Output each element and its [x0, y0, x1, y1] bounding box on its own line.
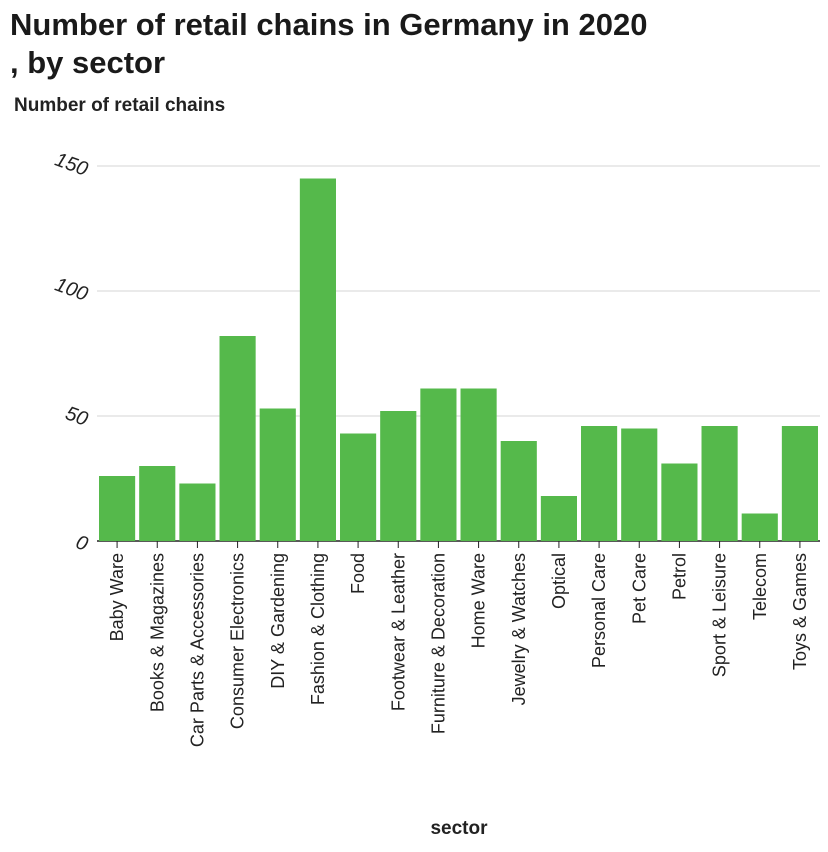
- bars: [99, 178, 818, 541]
- gridlines: [97, 165, 820, 542]
- bar: [701, 426, 738, 541]
- chart-title-line-1: Number of retail chains in Germany in 20…: [10, 7, 648, 42]
- chart-title-line-2: , by sector: [10, 45, 166, 80]
- y-tick-label: 0: [73, 531, 91, 555]
- chart-title: Number of retail chains in Germany in 20…: [10, 6, 810, 82]
- y-tick-labels: 0 50 100 150: [52, 149, 91, 556]
- x-axis-label: sector: [430, 818, 488, 839]
- x-tick-label: Books & Magazines: [147, 553, 167, 712]
- x-tick-label: Petrol: [669, 553, 689, 600]
- x-tick-label: Personal Care: [589, 553, 609, 668]
- x-tick-label: Footwear & Leather: [388, 553, 408, 711]
- bar: [420, 388, 457, 541]
- x-tick-label: Jewelry & Watches: [509, 553, 529, 705]
- y-tick-label: 150: [52, 149, 91, 181]
- x-tick-label: Toys & Games: [790, 553, 810, 670]
- bar: [299, 178, 336, 541]
- bar: [380, 411, 417, 541]
- x-tick-labels: Baby Ware Books & Magazines Car Parts & Ac…: [107, 541, 810, 747]
- y-tick-label: 50: [62, 402, 90, 430]
- bar: [661, 463, 698, 541]
- y-tick-label: 100: [52, 274, 91, 306]
- x-tick-label: Food: [348, 553, 368, 594]
- bar: [581, 426, 618, 541]
- x-tick-label: Car Parts & Accessories: [187, 553, 207, 747]
- x-tick-label: Consumer Electronics: [228, 553, 248, 729]
- bar: [259, 408, 296, 541]
- x-tick-label: Telecom: [750, 553, 770, 620]
- y-axis-label: Number of retail chains: [14, 95, 226, 116]
- x-tick-label: Sport & Leisure: [710, 553, 730, 677]
- bar: [741, 513, 778, 541]
- x-tick-label: Fashion & Clothing: [308, 553, 328, 705]
- bar: [540, 496, 577, 541]
- bar: [340, 433, 377, 541]
- x-tick-label: Furniture & Decoration: [428, 553, 448, 734]
- bar: [621, 428, 658, 541]
- bar: [179, 483, 216, 541]
- bar: [219, 336, 256, 541]
- bar: [99, 476, 136, 541]
- x-tick-label: Home Ware: [469, 553, 489, 648]
- x-tick-label: Optical: [549, 553, 569, 609]
- bar: [460, 388, 497, 541]
- bar: [139, 466, 176, 541]
- x-tick-label: Baby Ware: [107, 553, 127, 641]
- bar: [500, 441, 537, 541]
- x-tick-label: Pet Care: [629, 553, 649, 624]
- x-tick-label: DIY & Gardening: [268, 553, 288, 689]
- bar: [781, 426, 818, 541]
